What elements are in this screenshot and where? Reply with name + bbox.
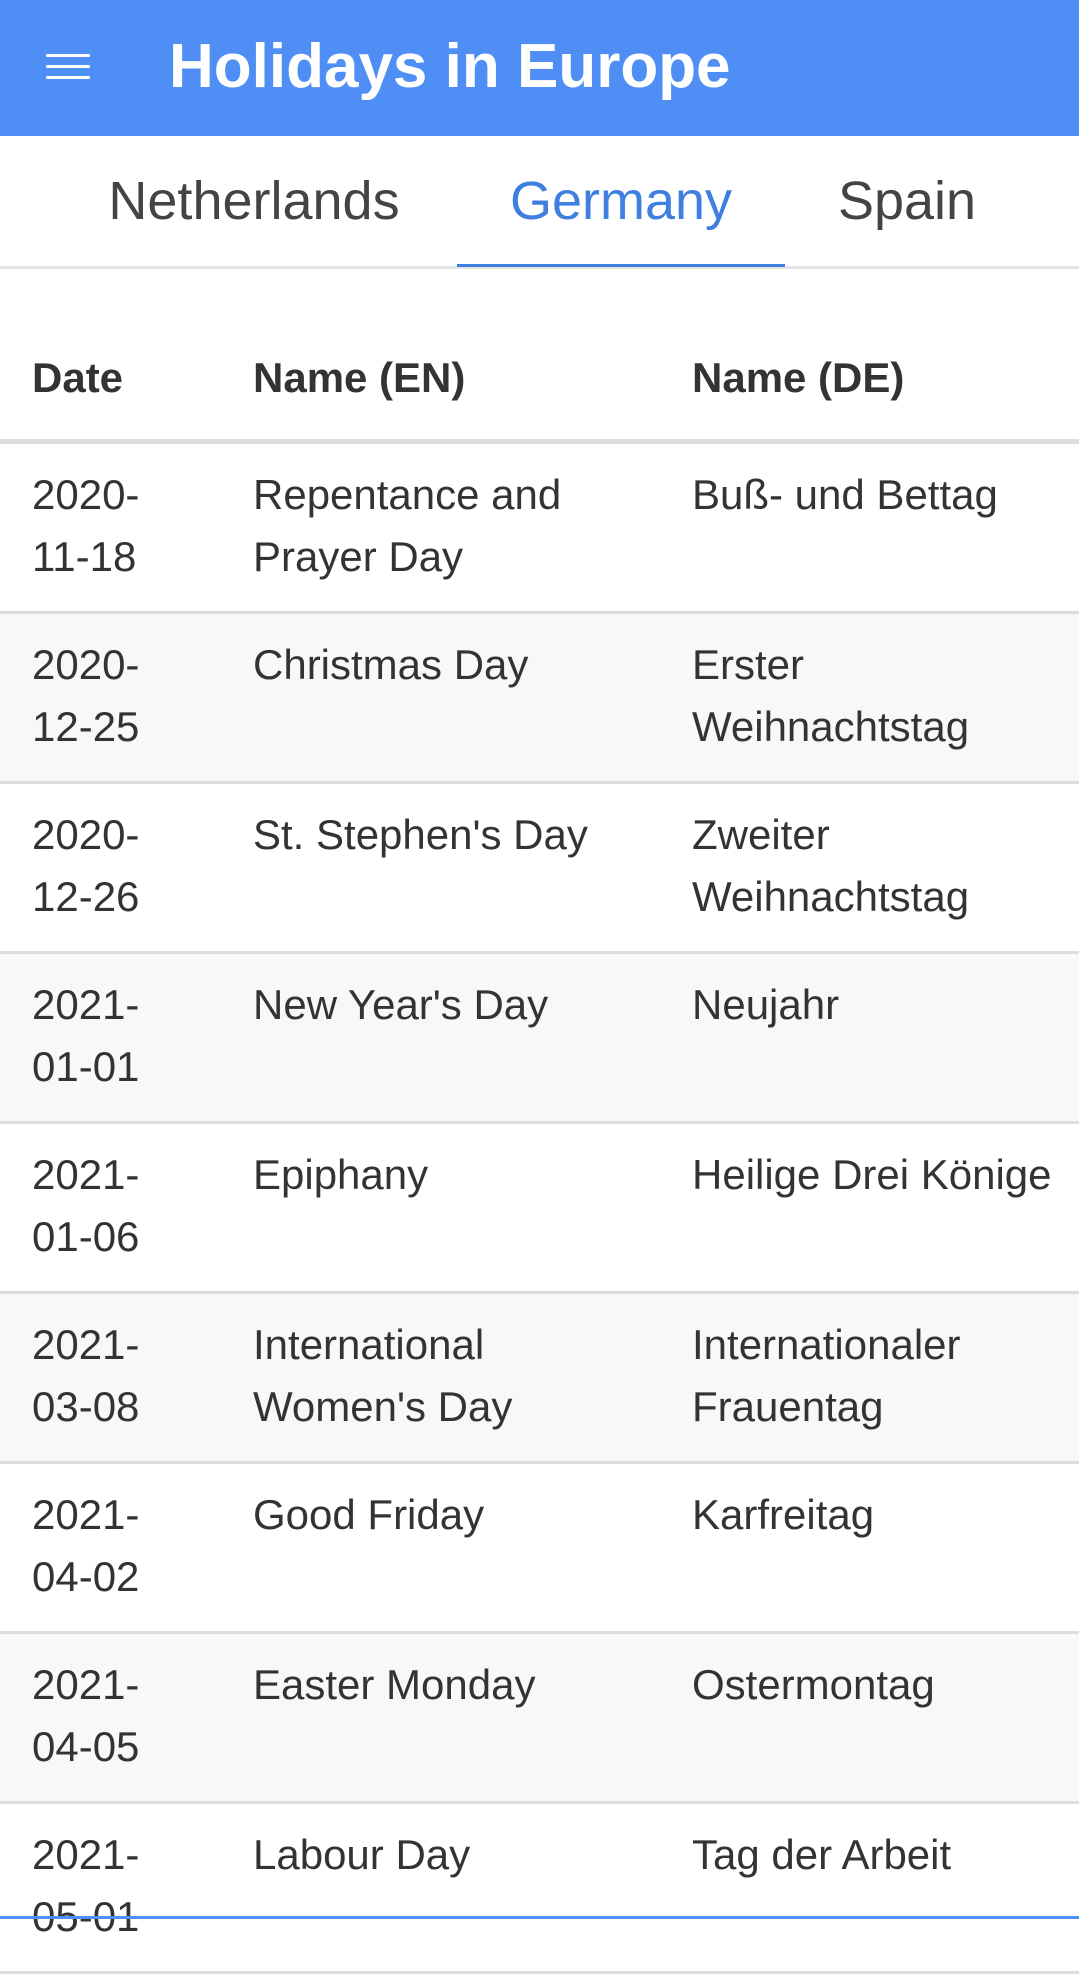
cell-date: 2020- 12-26 <box>32 811 140 920</box>
country-tab-bar: Netherlands Germany Spain <box>0 136 1079 269</box>
tab-netherlands[interactable]: Netherlands <box>108 171 400 231</box>
cell-name-en: St. Stephen's Day <box>253 811 588 858</box>
cell-name-de: Internationaler Frauentag <box>692 1321 961 1430</box>
cell-date: 2021- 01-06 <box>32 1151 140 1260</box>
cell-name-de: Neujahr <box>692 981 840 1028</box>
cell-date: 2021- 05-01 <box>32 1831 140 1940</box>
active-tab-indicator <box>457 264 785 267</box>
menu-icon[interactable] <box>46 52 90 82</box>
table-row: 2020- 12-25 Christmas Day Erster Weihnacht… <box>0 614 1079 784</box>
holiday-table-body: 2020- 11-18 Repentance and Prayer Day Buß-… <box>0 444 1079 1974</box>
table-row: 2021- 04-05 Easter Monday Ostermontag <box>0 1634 1079 1804</box>
cell-name-de: Ostermontag <box>692 1661 935 1708</box>
cell-name-en: International Women's Day <box>253 1321 513 1430</box>
table-row: 2020- 11-18 Repentance and Prayer Day Buß-… <box>0 444 1079 614</box>
bottom-edge-line <box>0 1916 1079 1919</box>
cell-name-en: Good Friday <box>253 1491 485 1538</box>
table-row: 2020- 12-26 St. Stephen's Day Zweiter Weih… <box>0 784 1079 954</box>
cell-name-en: Epiphany <box>253 1151 429 1198</box>
header-date: Date <box>32 354 124 401</box>
cell-date: 2020- 12-25 <box>32 641 140 750</box>
cell-name-de: Buß- und Bettag <box>692 471 998 518</box>
cell-date: 2021- 03-08 <box>32 1321 140 1430</box>
cell-name-de: Zweiter Weihnachtstag <box>692 811 970 920</box>
app-title: Holidays in Europe <box>169 32 731 101</box>
cell-name-en: Labour Day <box>253 1831 471 1878</box>
cell-name-en: Repentance and Prayer Day <box>253 471 562 580</box>
cell-date: 2021- 01-01 <box>32 981 140 1090</box>
table-row: 2021- 01-01 New Year's Day Neujahr <box>0 954 1079 1124</box>
table-row: 2021- 04-02 Good Friday Karfreitag <box>0 1464 1079 1634</box>
table-row: 2021- 03-08 International Women's Day Inte… <box>0 1294 1079 1464</box>
tab-spain[interactable]: Spain <box>837 171 977 231</box>
tab-germany[interactable]: Germany <box>509 171 733 231</box>
cell-name-en: Christmas Day <box>253 641 529 688</box>
header-name-de: Name (DE) <box>692 354 905 401</box>
cell-date: 2021- 04-02 <box>32 1491 140 1600</box>
cell-name-de: Karfreitag <box>692 1491 875 1538</box>
cell-name-de: Erster Weihnachtstag <box>692 641 970 750</box>
cell-name-en: New Year's Day <box>253 981 549 1028</box>
cell-name-de: Tag der Arbeit <box>692 1831 952 1878</box>
cell-name-de: Heilige Drei Könige <box>692 1151 1052 1198</box>
cell-date: 2020- 11-18 <box>32 471 140 580</box>
cell-date: 2021- 04-05 <box>32 1661 140 1770</box>
table-header: Date Name (EN) Name (DE) <box>0 330 1079 444</box>
table-row: 2021- 01-06 Epiphany Heilige Drei Könige <box>0 1124 1079 1294</box>
header-name-en: Name (EN) <box>253 354 466 401</box>
table-row: 2021- 05-01 Labour Day Tag der Arbeit <box>0 1804 1079 1974</box>
app-bar: Holidays in Europe <box>0 0 1079 136</box>
cell-name-en: Easter Monday <box>253 1661 536 1708</box>
